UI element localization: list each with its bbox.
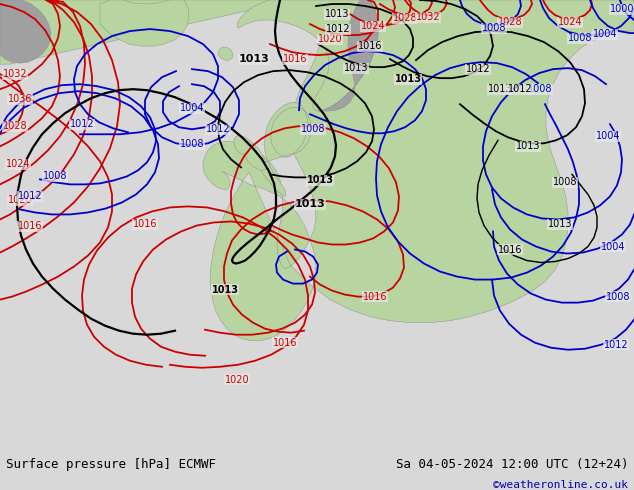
- Text: 1013: 1013: [238, 54, 269, 64]
- Polygon shape: [0, 0, 51, 63]
- Text: 1036: 1036: [8, 94, 32, 104]
- Text: 1012: 1012: [604, 340, 628, 350]
- Text: 1008: 1008: [301, 124, 325, 134]
- Text: 1004: 1004: [593, 29, 618, 39]
- Text: 1013: 1013: [295, 199, 325, 209]
- Text: 1013: 1013: [306, 175, 333, 185]
- Text: 1008: 1008: [482, 23, 507, 33]
- Polygon shape: [237, 0, 378, 111]
- Text: 1016: 1016: [133, 220, 157, 229]
- Polygon shape: [0, 0, 634, 341]
- Text: 1028: 1028: [392, 13, 417, 23]
- Text: Surface pressure [hPa] ECMWF: Surface pressure [hPa] ECMWF: [6, 458, 216, 471]
- Text: 1008: 1008: [42, 172, 67, 181]
- Polygon shape: [318, 0, 378, 111]
- Polygon shape: [100, 0, 189, 46]
- Text: 1013: 1013: [325, 9, 349, 19]
- Polygon shape: [234, 135, 266, 171]
- Text: 1008: 1008: [553, 177, 577, 187]
- Text: 1012: 1012: [70, 119, 94, 129]
- Text: 1008: 1008: [605, 292, 630, 302]
- Text: 1008: 1008: [568, 33, 592, 43]
- Text: 1020: 1020: [318, 34, 342, 44]
- Text: 1004: 1004: [601, 242, 625, 251]
- Text: 1028: 1028: [498, 17, 522, 27]
- Text: Sa 04-05-2024 12:00 UTC (12+24): Sa 04-05-2024 12:00 UTC (12+24): [396, 458, 628, 471]
- Text: 1024: 1024: [361, 21, 385, 31]
- Text: 1012: 1012: [508, 84, 533, 94]
- Text: ©weatheronline.co.uk: ©weatheronline.co.uk: [493, 480, 628, 490]
- Text: 1013: 1013: [344, 63, 368, 73]
- Text: 1020: 1020: [224, 375, 249, 385]
- Text: 1020: 1020: [8, 196, 32, 205]
- Text: 1013: 1013: [515, 141, 540, 151]
- Text: 1016: 1016: [363, 292, 387, 302]
- Text: 1000: 1000: [610, 4, 634, 14]
- Text: 1013: 1013: [212, 285, 238, 294]
- Text: 1012: 1012: [18, 192, 42, 201]
- Text: 1032: 1032: [3, 69, 27, 79]
- Text: 1012: 1012: [205, 124, 230, 134]
- Text: 1016: 1016: [358, 41, 382, 51]
- Text: 1016: 1016: [283, 54, 307, 64]
- Text: 1024: 1024: [6, 159, 30, 170]
- Text: 1016: 1016: [18, 221, 42, 231]
- Polygon shape: [258, 102, 311, 196]
- Text: 1008: 1008: [527, 84, 552, 94]
- Polygon shape: [218, 47, 233, 60]
- Text: 1013: 1013: [548, 220, 573, 229]
- Text: 1024: 1024: [558, 17, 582, 27]
- Text: 1013: 1013: [488, 84, 512, 94]
- Text: 1013: 1013: [394, 74, 422, 84]
- Text: 1008: 1008: [180, 139, 204, 149]
- Text: 1004: 1004: [596, 131, 620, 141]
- Text: 1016: 1016: [498, 245, 522, 254]
- Text: 1012: 1012: [466, 64, 490, 74]
- Text: 1012: 1012: [326, 24, 351, 34]
- Text: 1004: 1004: [180, 103, 204, 113]
- Text: 1028: 1028: [3, 121, 27, 131]
- Text: 1016: 1016: [273, 338, 297, 348]
- Text: 1032: 1032: [416, 12, 440, 22]
